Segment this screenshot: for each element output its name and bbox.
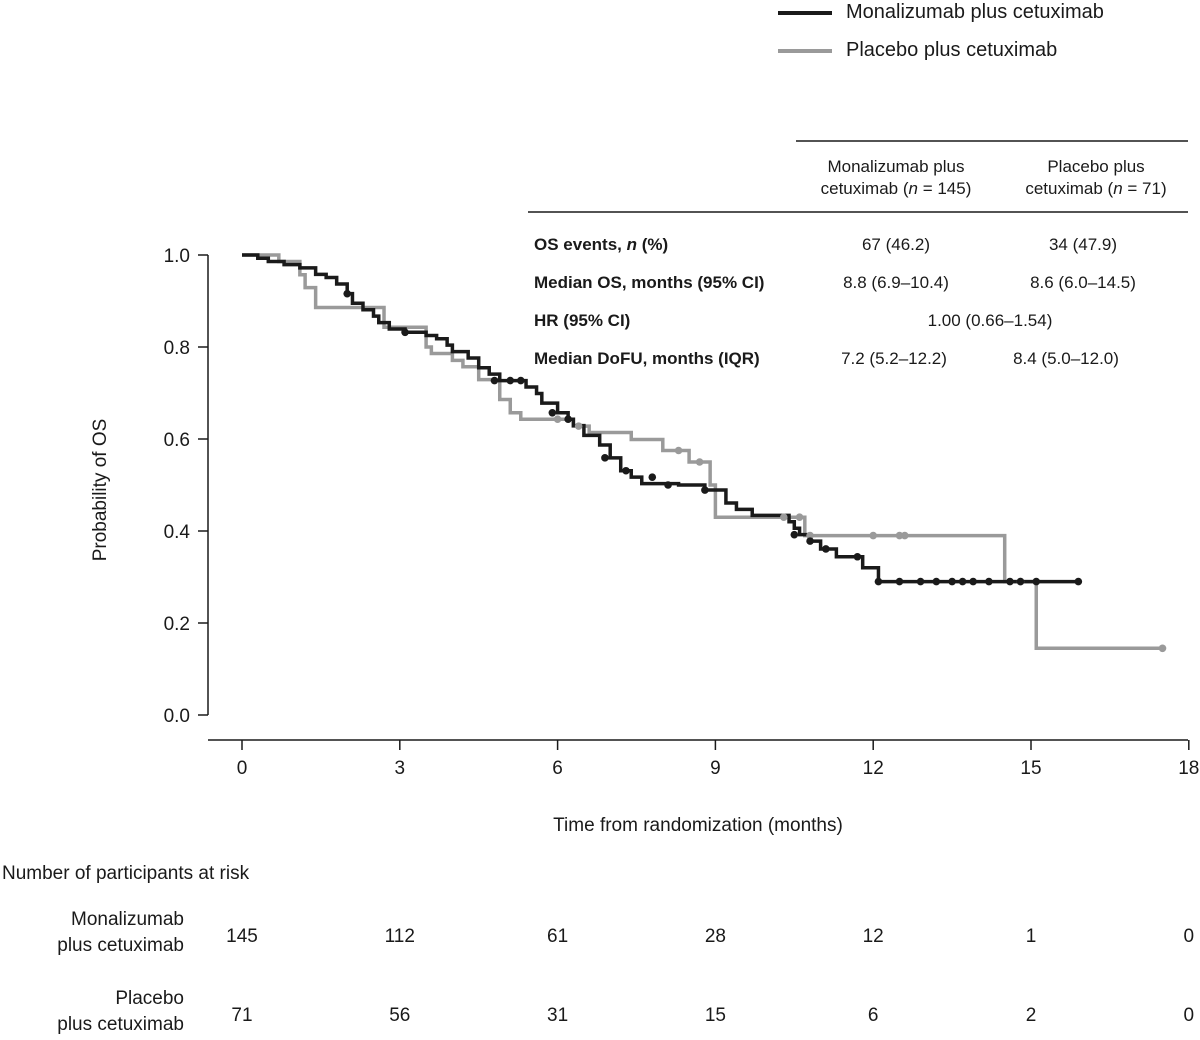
- censor-mark-placebo: [806, 531, 814, 540]
- censor-mark-monalizumab: [648, 473, 657, 481]
- censor-mark-monalizumab: [401, 328, 409, 337]
- risk-count: 2: [1025, 1005, 1037, 1026]
- censor-mark-monalizumab: [1016, 577, 1025, 586]
- censor-mark-monalizumab: [516, 376, 525, 385]
- x-tick-label: 15: [1020, 758, 1041, 779]
- risk-count: 61: [547, 926, 569, 947]
- censor-mark-monalizumab: [958, 577, 967, 586]
- censor-mark-placebo: [795, 513, 804, 521]
- table-row-label: Median OS, months (95% CI): [534, 273, 765, 292]
- y-tick-label: 1.0: [164, 246, 190, 267]
- risk-count: 56: [389, 1005, 411, 1026]
- censor-mark-placebo: [895, 531, 904, 540]
- risk-count: 145: [226, 926, 258, 947]
- risk-count: 31: [547, 1005, 569, 1026]
- censor-mark-monalizumab: [1074, 577, 1083, 586]
- table-row-label: OS events, n (%): [534, 235, 669, 254]
- x-tick-label: 0: [237, 758, 248, 779]
- y-tick-label: 0.0: [164, 706, 190, 727]
- censor-mark-monalizumab: [822, 545, 830, 553]
- censor-mark-monalizumab: [1006, 577, 1014, 586]
- censor-mark-monalizumab: [969, 577, 977, 586]
- censor-mark-placebo: [869, 531, 877, 540]
- risk-arm-label-monalizumab: Monalizumab plus cetuximab: [57, 909, 184, 956]
- x-tick-label: 18: [1178, 758, 1199, 779]
- x-tick-label: 3: [395, 758, 406, 779]
- table-col-header-monalizumab: Monalizumab plus cetuximab (n = 145): [820, 157, 972, 198]
- x-tick-label: 12: [863, 758, 884, 779]
- risk-count: 0: [1183, 926, 1195, 947]
- censor-mark-monalizumab: [343, 289, 352, 298]
- y-tick-label: 0.6: [164, 430, 190, 451]
- risk-count: 1: [1025, 926, 1037, 947]
- censor-mark-monalizumab: [490, 376, 499, 385]
- table-cell: 34 (47.9): [1048, 235, 1118, 254]
- risk-count: 28: [704, 926, 726, 947]
- censor-mark-placebo: [574, 422, 583, 430]
- table-col-header-placebo: Placebo plus cetuximab (n = 71): [1025, 157, 1167, 198]
- censor-mark-monalizumab: [874, 577, 883, 586]
- censor-mark-monalizumab: [985, 577, 993, 586]
- table-cell: 8.8 (6.9–10.4): [843, 273, 949, 292]
- y-tick-label: 0.8: [164, 338, 190, 359]
- risk-table-title: Number of participants at risk: [2, 863, 250, 884]
- censor-mark-monalizumab: [895, 577, 904, 586]
- table-row-label: HR (95% CI): [534, 311, 631, 330]
- risk-count: 12: [862, 926, 884, 947]
- table-cell-hr: 1.00 (0.66–1.54): [927, 311, 1053, 330]
- censor-mark-placebo: [900, 531, 909, 540]
- censor-mark-placebo: [779, 513, 788, 521]
- risk-count: 15: [704, 1005, 726, 1026]
- x-tick-label: 6: [552, 758, 563, 779]
- censor-mark-monalizumab: [790, 530, 799, 539]
- x-axis-label: Time from randomization (months): [553, 815, 843, 836]
- y-tick-label: 0.2: [164, 614, 190, 635]
- censor-mark-monalizumab: [622, 466, 630, 475]
- censor-mark-monalizumab: [806, 537, 814, 545]
- legend-label-monalizumab: Monalizumab plus cetuximab: [846, 1, 1104, 23]
- censor-mark-placebo: [553, 415, 562, 424]
- censor-mark-monalizumab: [564, 415, 572, 424]
- censor-mark-monalizumab: [948, 577, 956, 586]
- censor-mark-monalizumab: [932, 577, 941, 586]
- risk-count: 71: [231, 1005, 253, 1026]
- censor-mark-monalizumab: [701, 486, 709, 494]
- censor-mark-monalizumab: [664, 481, 672, 489]
- censor-mark-monalizumab: [601, 454, 609, 462]
- table-row-label: Median DoFU, months (IQR): [534, 349, 760, 368]
- y-axis-label: Probability of OS: [90, 419, 111, 562]
- censor-mark-monalizumab: [916, 577, 925, 586]
- censor-mark-monalizumab: [548, 408, 557, 417]
- risk-count: 112: [384, 926, 415, 947]
- censor-mark-placebo: [695, 458, 704, 466]
- censor-mark-placebo: [674, 446, 683, 455]
- table-cell: 8.6 (6.0–14.5): [1030, 273, 1136, 292]
- risk-count: 0: [1183, 1005, 1195, 1026]
- censor-mark-monalizumab: [853, 552, 862, 561]
- censor-mark-monalizumab: [506, 376, 515, 385]
- y-tick-label: 0.4: [164, 522, 191, 543]
- legend-label-placebo: Placebo plus cetuximab: [846, 39, 1058, 61]
- censor-mark-placebo: [1158, 644, 1167, 653]
- table-cell: 8.4 (5.0–12.0): [1013, 349, 1119, 368]
- censor-mark-monalizumab: [1032, 577, 1041, 586]
- x-tick-label: 9: [710, 758, 721, 779]
- table-cell: 67 (46.2): [861, 235, 931, 254]
- table-cell: 7.2 (5.2–12.2): [841, 349, 947, 368]
- km-line-monalizumab: [242, 253, 1079, 584]
- risk-arm-label-placebo: Placebo plus cetuximab: [57, 988, 184, 1035]
- risk-count: 6: [867, 1005, 879, 1026]
